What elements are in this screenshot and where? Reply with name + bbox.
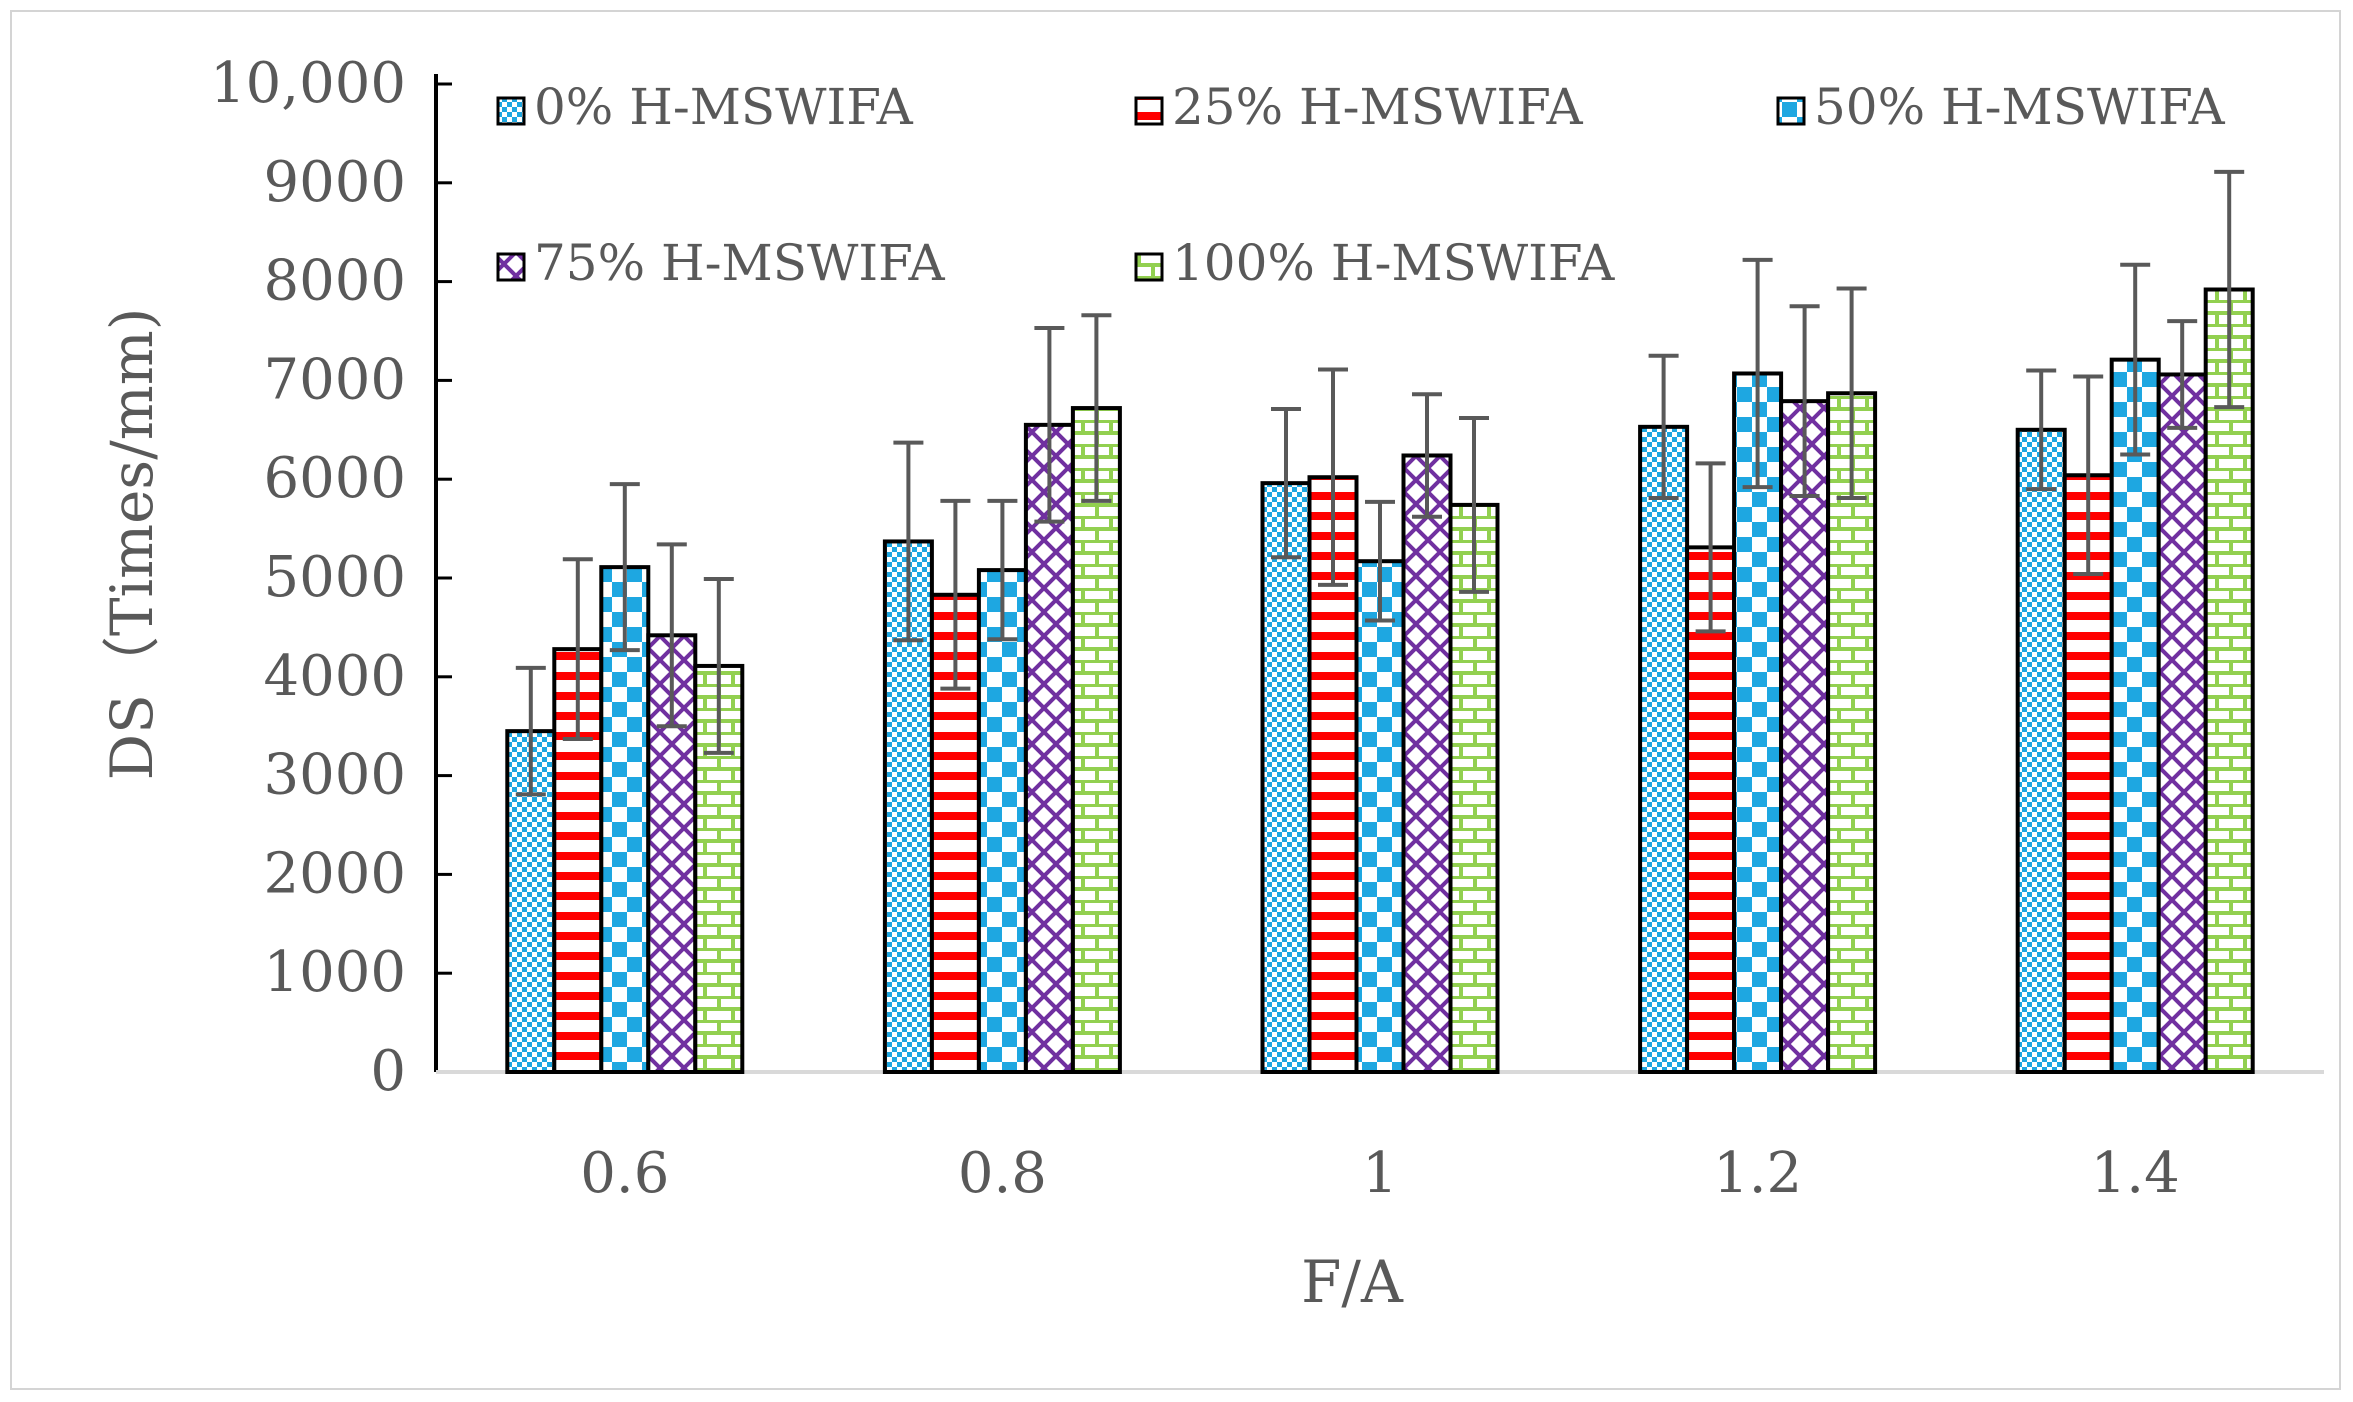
legend-label: 75% H-MSWIFA <box>534 234 945 292</box>
legend-swatch <box>1776 96 1806 126</box>
bar <box>2156 372 2208 1074</box>
legend-label: 0% H-MSWIFA <box>534 78 914 136</box>
x-tick-label: 1 <box>1362 1141 1398 1206</box>
legend: 0% H-MSWIFA 25% H-MSWIFA 50% H-MSWIFA 75% H… <box>496 78 2225 292</box>
y-tick-label: 10,000 <box>210 51 406 116</box>
y-axis-title: DS（Times/mm) <box>98 308 166 781</box>
x-axis: 0.6 0.8 1 1.2 1.4 <box>436 1070 2324 1206</box>
legend-swatch <box>496 96 526 126</box>
bar <box>1070 406 1122 1074</box>
bar <box>1260 481 1312 1075</box>
legend-label: 100% H-MSWIFA <box>1172 234 1615 292</box>
y-tick-label: 3000 <box>263 743 406 808</box>
legend-swatch <box>1134 252 1164 282</box>
bar <box>882 539 934 1074</box>
legend-swatch <box>1134 96 1164 126</box>
chart-svg: 0 1000 2000 3000 4000 5000 6000 7000 8000 9000 10,… <box>98 51 2324 1316</box>
bar <box>1401 453 1453 1075</box>
y-tick-label: 6000 <box>263 446 406 511</box>
y-tick-label: 7000 <box>263 347 406 412</box>
bar <box>976 568 1028 1074</box>
y-tick-label: 2000 <box>263 841 406 906</box>
chart-frame: 0 1000 2000 3000 4000 5000 6000 7000 8000 9000 10,… <box>10 10 2341 1390</box>
bar <box>2203 287 2255 1074</box>
x-tick-label: 1.2 <box>1713 1141 1802 1206</box>
bar <box>1638 424 1690 1074</box>
x-tick-label: 0.6 <box>580 1141 669 1206</box>
y-tick-label: 9000 <box>263 150 406 215</box>
x-tick-label: 0.8 <box>958 1141 1047 1206</box>
y-tick-label: 5000 <box>263 545 406 610</box>
legend-label: 25% H-MSWIFA <box>1172 78 1583 136</box>
bar <box>1779 399 1831 1074</box>
y-tick-label: 4000 <box>263 644 406 709</box>
bar <box>2062 473 2114 1074</box>
bar <box>1448 502 1500 1074</box>
bar <box>2015 427 2067 1074</box>
legend-swatch <box>496 252 526 282</box>
x-axis-title: F/A <box>1301 1248 1404 1316</box>
x-tick-label: 1.4 <box>2091 1141 2180 1206</box>
y-tick-label: 0 <box>370 1039 406 1104</box>
bar <box>1354 559 1406 1074</box>
y-axis: 0 1000 2000 3000 4000 5000 6000 7000 8000 9000 10,… <box>210 51 452 1104</box>
bar <box>2109 357 2161 1075</box>
y-tick-label: 8000 <box>263 249 406 314</box>
error-bars <box>515 169 2245 797</box>
bars <box>505 287 2255 1075</box>
y-tick-label: 1000 <box>263 940 406 1005</box>
legend-label: 50% H-MSWIFA <box>1814 78 2225 136</box>
